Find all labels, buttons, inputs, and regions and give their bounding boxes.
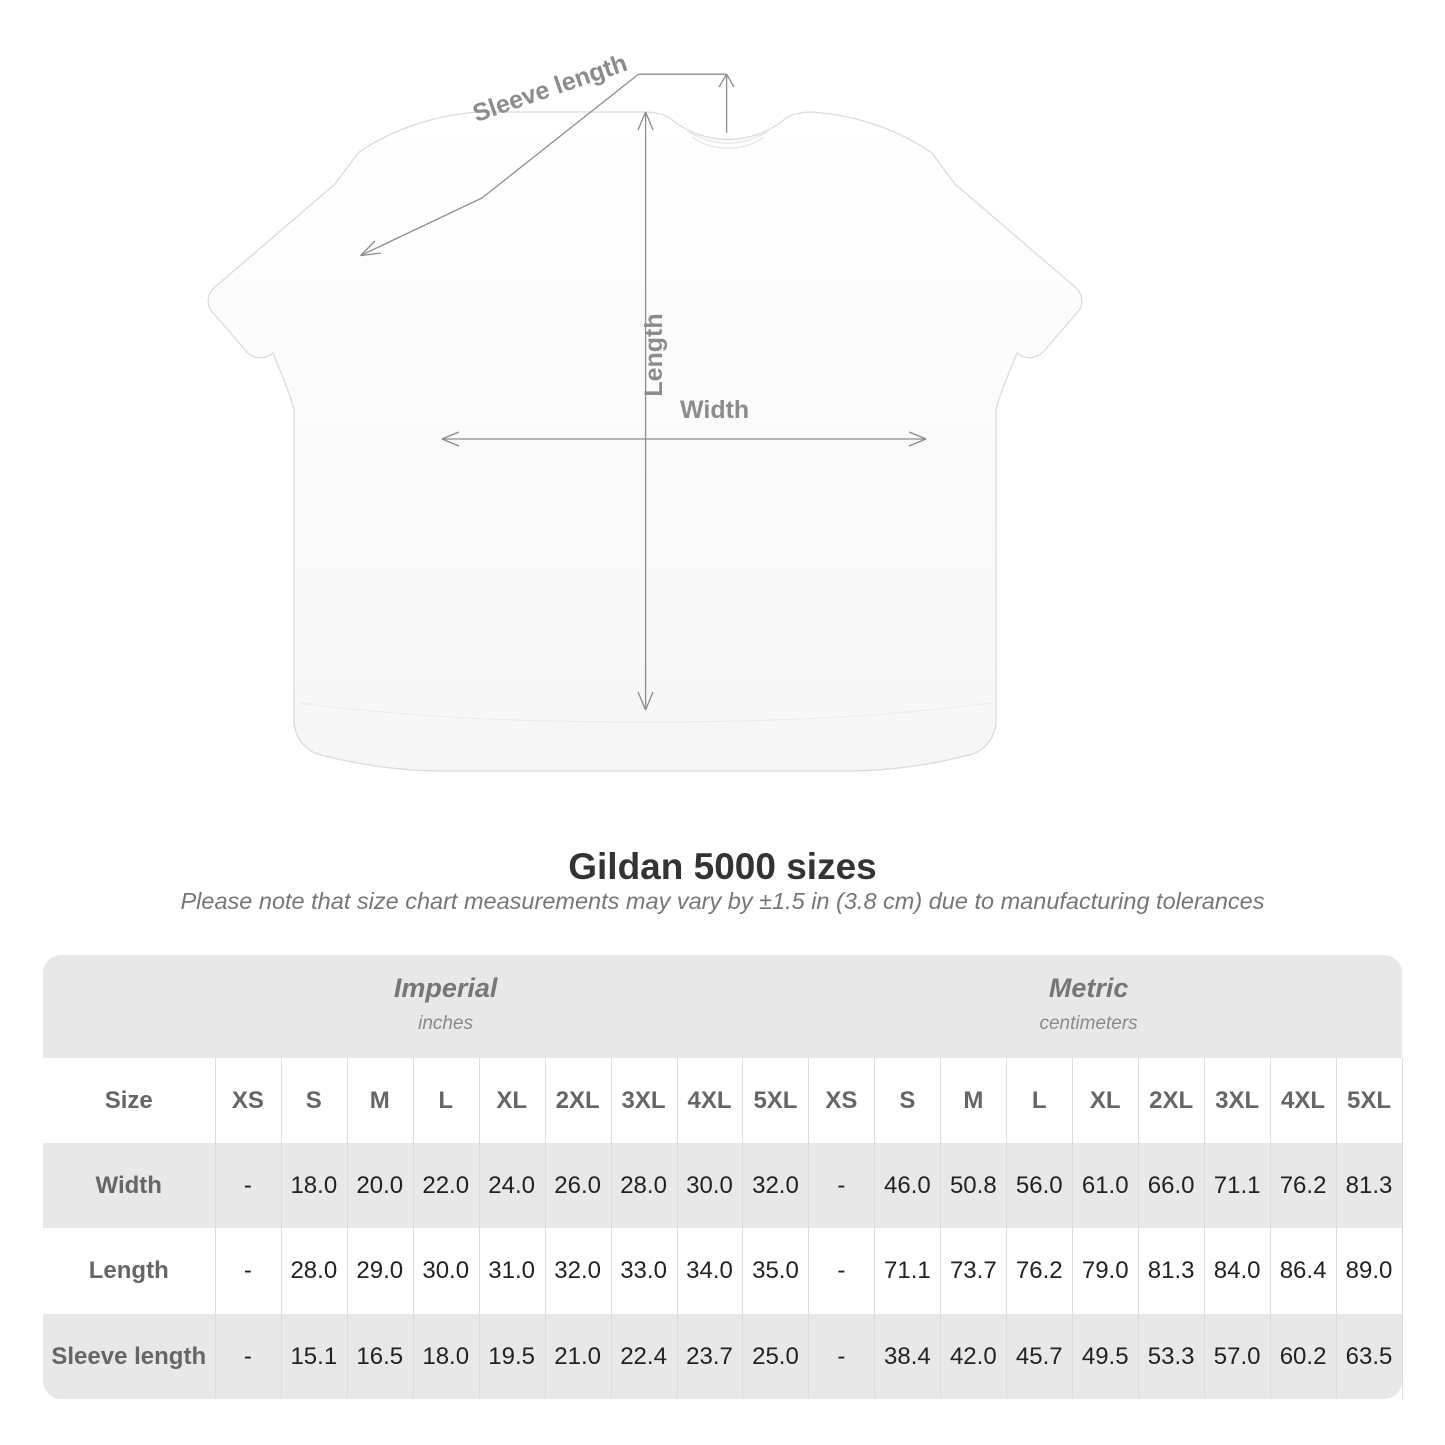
svg-text:Width: Width <box>680 396 749 424</box>
svg-text:Length: Length <box>640 313 668 396</box>
